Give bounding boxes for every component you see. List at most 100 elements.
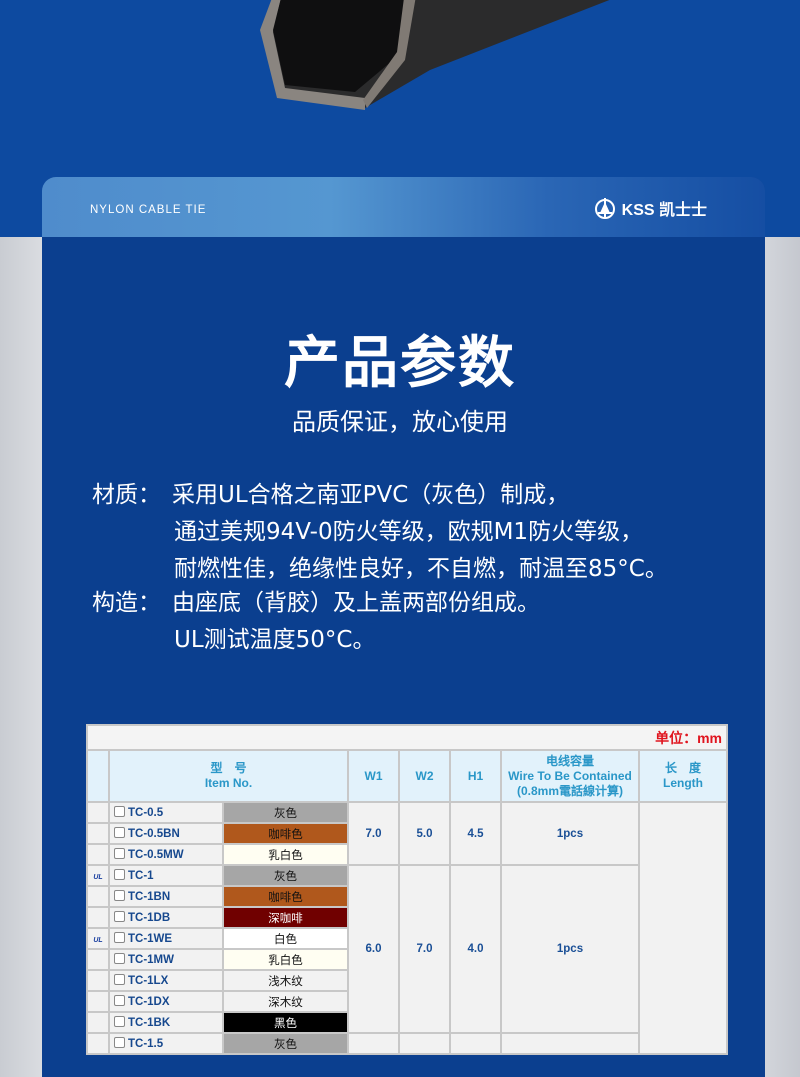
item-cell[interactable]: TC-1DX	[110, 992, 222, 1011]
item-checkbox[interactable]	[114, 932, 125, 943]
ul-cert-cell	[88, 992, 108, 1011]
ul-cert-icon: UL	[93, 936, 103, 944]
spec-label: 材质：	[92, 482, 161, 508]
spec-line: 采用UL合格之南亚PVC（灰色）制成，	[172, 482, 570, 508]
color-cell: 白色	[224, 929, 347, 948]
item-no: TC-0.5	[128, 807, 164, 819]
spec-line: 由座底（背胶）及上盖两部份组成。	[172, 590, 540, 616]
w1-cell: 7.0	[349, 803, 398, 864]
spec-line: UL测试温度50°C。	[174, 627, 376, 653]
item-cell[interactable]: TC-0.5	[110, 803, 222, 822]
item-cell[interactable]: TC-1MW	[110, 950, 222, 969]
wire-cell: 1pcs	[502, 803, 638, 864]
wire-cell: 1pcs	[502, 866, 638, 1032]
ul-cert-cell	[88, 971, 108, 990]
table-row: TC-1DX 深木纹	[88, 992, 726, 1011]
item-checkbox[interactable]	[114, 1037, 125, 1048]
table-row: UL TC-1 灰色 6.0 7.0 4.0 1pcs	[88, 866, 726, 1032]
table-row: TC-1BN 咖啡色	[88, 887, 726, 906]
header-w1: W1	[349, 751, 398, 801]
table-row: TC-1LX 浅木纹	[88, 971, 726, 990]
h1-cell: 4.5	[451, 803, 500, 864]
item-no: TC-1	[128, 870, 154, 882]
ul-cert-cell	[88, 824, 108, 843]
item-cell[interactable]: TC-1.5	[110, 1034, 222, 1053]
h1-cell: 4.0	[451, 866, 500, 1032]
header-item: 型 号 Item No.	[110, 751, 347, 801]
item-no: TC-0.5MW	[128, 849, 184, 861]
header-blank	[88, 751, 108, 801]
item-checkbox[interactable]	[114, 869, 125, 880]
item-checkbox[interactable]	[114, 827, 125, 838]
table-row: TC-1DB 深咖啡	[88, 908, 726, 927]
spec-material: 材质： 采用UL合格之南亚PVC（灰色）制成， 通过美规94V-0防火等级，欧规M…	[92, 477, 668, 588]
item-cell[interactable]: TC-0.5MW	[110, 845, 222, 864]
page-title: 产品参数	[284, 331, 516, 396]
item-cell[interactable]: TC-1LX	[110, 971, 222, 990]
item-checkbox[interactable]	[114, 848, 125, 859]
brand-name: KSS 凯士士	[621, 202, 707, 219]
header-w2: W2	[400, 751, 449, 801]
item-cell[interactable]: TC-1DB	[110, 908, 222, 927]
item-cell[interactable]: TC-1WE	[110, 929, 222, 948]
header-h1: H1	[451, 751, 500, 801]
h1-cell	[451, 1034, 500, 1053]
item-no: TC-1BK	[128, 1017, 171, 1029]
color-cell: 深咖啡	[224, 908, 347, 927]
spec-label: 构造：	[92, 590, 161, 616]
tagline: NYLON CABLE TIE	[90, 204, 207, 216]
unit-label: 单位：mm	[88, 726, 726, 749]
item-cell[interactable]: TC-1	[110, 866, 222, 885]
color-cell: 浅木纹	[224, 971, 347, 990]
color-cell: 灰色	[224, 803, 347, 822]
table-row: TC-0.5MW 乳白色	[88, 845, 726, 864]
color-cell: 乳白色	[224, 845, 347, 864]
ul-cert-cell	[88, 950, 108, 969]
item-checkbox[interactable]	[114, 953, 125, 964]
color-cell: 咖啡色	[224, 887, 347, 906]
ul-cert-cell: UL	[88, 929, 108, 948]
table-row: TC-1.5 灰色	[88, 1034, 726, 1053]
item-checkbox[interactable]	[114, 1016, 125, 1027]
item-no: TC-0.5BN	[128, 828, 180, 840]
card-header: NYLON CABLE TIE KSS 凯士士	[42, 177, 765, 237]
ul-cert-cell	[88, 908, 108, 927]
wire-cell	[502, 1034, 638, 1053]
w2-cell: 7.0	[400, 866, 449, 1032]
w1-cell: 6.0	[349, 866, 398, 1032]
item-checkbox[interactable]	[114, 911, 125, 922]
page-subtitle: 品质保证，放心使用	[292, 408, 508, 436]
brand-logo-icon	[594, 198, 615, 219]
table-row: TC-0.5 灰色 7.0 5.0 4.5 1pcs	[88, 803, 726, 1053]
item-cell[interactable]: TC-0.5BN	[110, 824, 222, 843]
ul-cert-cell	[88, 803, 108, 822]
color-cell: 灰色	[224, 866, 347, 885]
table-row: TC-1BK 黑色	[88, 1013, 726, 1032]
item-checkbox[interactable]	[114, 890, 125, 901]
item-checkbox[interactable]	[114, 806, 125, 817]
item-checkbox[interactable]	[114, 995, 125, 1006]
header-wire: 电线容量 Wire To Be Contained (0.8mm電話線计算)	[502, 751, 638, 801]
spec-line: 通过美规94V-0防火等级，欧规M1防火等级，	[174, 519, 644, 545]
color-cell: 黑色	[224, 1013, 347, 1032]
item-no: TC-1.5	[128, 1038, 164, 1050]
item-no: TC-1DX	[128, 996, 170, 1008]
length-cell	[640, 803, 726, 1053]
item-no: TC-1WE	[128, 933, 173, 945]
item-checkbox[interactable]	[114, 974, 125, 985]
w2-cell	[400, 1034, 449, 1053]
item-cell[interactable]: TC-1BK	[110, 1013, 222, 1032]
ul-cert-cell: UL	[88, 866, 108, 885]
table-row: TC-0.5BN 咖啡色	[88, 824, 726, 843]
color-cell: 乳白色	[224, 950, 347, 969]
color-cell: 灰色	[224, 1034, 347, 1053]
ul-cert-icon: UL	[93, 873, 103, 881]
spec-table: 单位：mm 型 号 Item No. W1 W2 H1 电线容量 Wire To B…	[86, 724, 728, 1055]
ul-cert-cell	[88, 1034, 108, 1053]
item-cell[interactable]: TC-1BN	[110, 887, 222, 906]
spec-line: 耐燃性佳，绝缘性良好，不自燃，耐温至85°C。	[174, 556, 668, 582]
ul-cert-cell	[88, 1013, 108, 1032]
w1-cell	[349, 1034, 398, 1053]
color-cell: 咖啡色	[224, 824, 347, 843]
item-no: TC-1MW	[128, 954, 174, 966]
